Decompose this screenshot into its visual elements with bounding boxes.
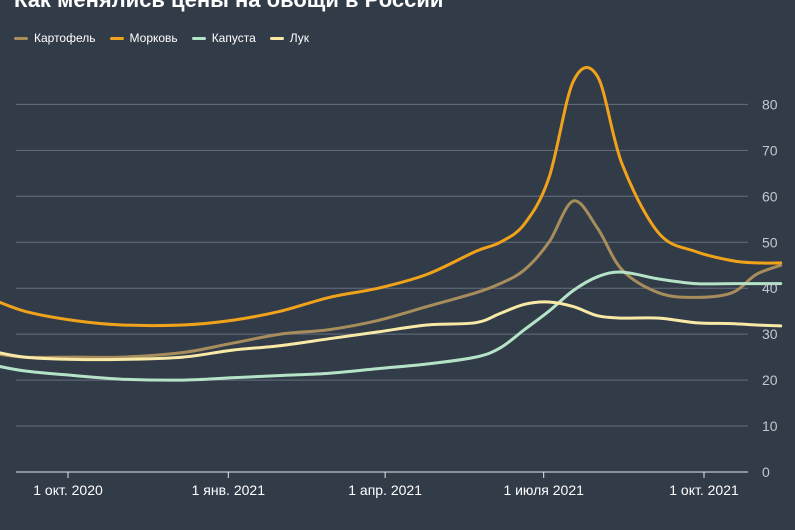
x-axis: 1 окт. 2020 1 янв. 2021 1 апр. 2021 1 июля … — [33, 472, 739, 498]
legend: Картофель Морковь Капуста Лук — [14, 31, 309, 45]
legend-label-potato: Картофель — [34, 31, 96, 45]
y-tick-label-0: 0 — [762, 464, 770, 480]
y-tick-label-80: 80 — [762, 96, 778, 112]
y-tick-label-10: 10 — [762, 418, 778, 434]
legend-swatch-cabbage — [191, 36, 206, 40]
y-tick-label-70: 70 — [762, 142, 778, 158]
y-axis: 0 10 20 30 40 50 60 70 80 — [762, 96, 778, 480]
legend-label-cabbage: Капуста — [211, 31, 256, 45]
x-tick-label-2: 1 апр. 2021 — [348, 482, 422, 498]
x-tick-label-3: 1 июля 2021 — [503, 482, 584, 498]
y-tick-label-50: 50 — [762, 234, 778, 250]
y-tick-label-40: 40 — [762, 280, 778, 296]
grid — [16, 103, 748, 473]
legend-item-potato[interactable]: Картофель — [14, 31, 96, 45]
legend-label-onion: Лук — [289, 31, 310, 45]
y-tick-label-30: 30 — [762, 326, 778, 342]
series-line-potato — [0, 199, 783, 359]
y-tick-label-60: 60 — [762, 188, 778, 204]
legend-label-carrot: Морковь — [129, 31, 178, 45]
series-line-cabbage — [0, 270, 783, 382]
legend-item-carrot[interactable]: Морковь — [109, 31, 178, 45]
legend-swatch-potato — [14, 36, 28, 40]
chart-title: Как менялись цены на овощи в России — [14, 0, 443, 13]
legend-swatch-carrot — [109, 36, 124, 40]
series-line-onion — [0, 300, 783, 362]
series-line-carrot — [0, 66, 783, 328]
x-tick-label-0: 1 окт. 2020 — [33, 482, 103, 498]
legend-item-onion[interactable]: Лук — [269, 31, 310, 45]
y-tick-label-20: 20 — [762, 372, 778, 388]
series-lines — [0, 66, 783, 382]
x-tick-label-4: 1 окт. 2021 — [669, 482, 739, 498]
legend-item-cabbage[interactable]: Капуста — [191, 31, 256, 45]
legend-swatch-onion — [269, 36, 284, 40]
x-tick-label-1: 1 янв. 2021 — [192, 482, 266, 498]
